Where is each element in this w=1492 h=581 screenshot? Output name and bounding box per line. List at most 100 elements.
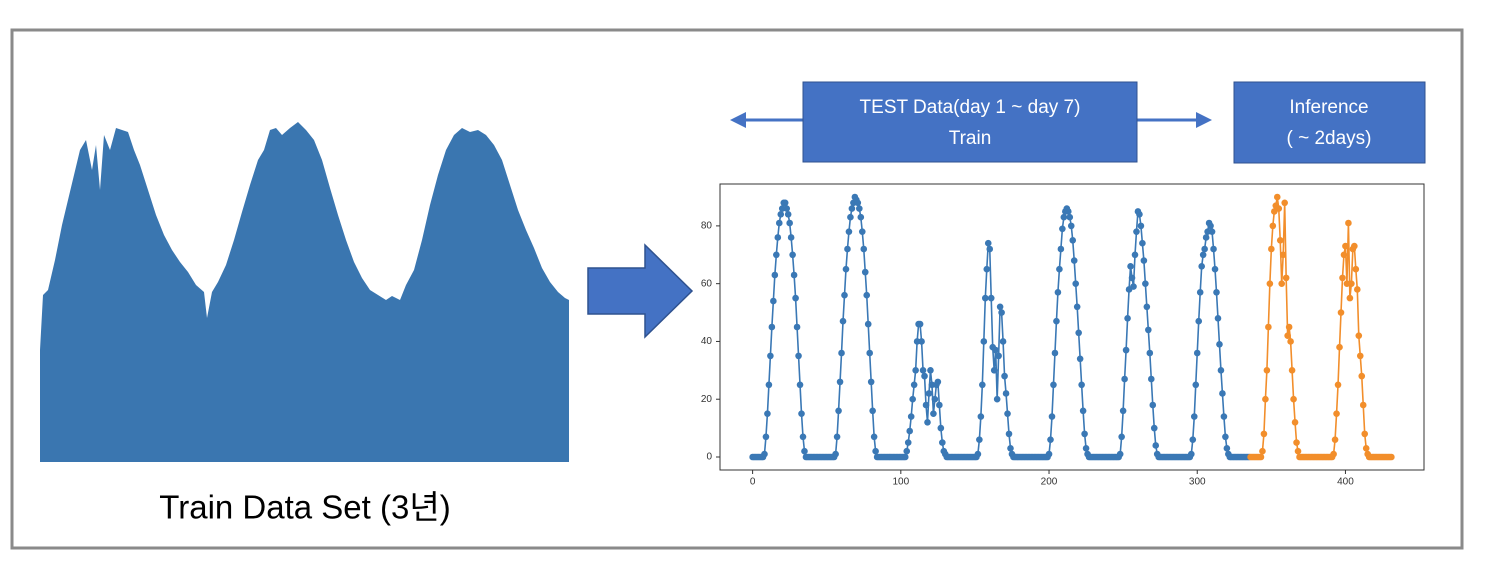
point xyxy=(845,228,853,235)
point xyxy=(1213,289,1220,296)
point xyxy=(1330,450,1337,458)
point xyxy=(863,291,871,299)
point xyxy=(795,352,802,360)
point xyxy=(1122,346,1130,354)
point xyxy=(984,239,992,247)
point xyxy=(1131,251,1139,259)
point xyxy=(1336,343,1343,351)
point xyxy=(1081,430,1088,438)
caption: Train Data Set (3년) xyxy=(159,489,450,526)
test-box-line: TEST Data(day 1 ~ day 7) xyxy=(860,97,1081,118)
point xyxy=(1057,245,1065,253)
point xyxy=(1282,274,1290,282)
point xyxy=(1219,390,1226,397)
point xyxy=(925,390,933,397)
point xyxy=(1259,447,1266,455)
point xyxy=(936,401,943,409)
point xyxy=(1128,274,1136,282)
point xyxy=(934,378,942,386)
point xyxy=(1214,315,1222,322)
point xyxy=(979,381,986,389)
point xyxy=(784,211,792,218)
point xyxy=(789,251,796,259)
point xyxy=(842,265,850,273)
point xyxy=(901,453,909,461)
point xyxy=(1342,242,1349,250)
point xyxy=(1133,228,1140,235)
point xyxy=(1355,332,1363,339)
point xyxy=(993,395,1001,403)
point xyxy=(1284,332,1291,339)
point xyxy=(1146,349,1154,357)
point xyxy=(1004,410,1011,417)
point xyxy=(995,352,1002,360)
point xyxy=(1222,433,1229,441)
point xyxy=(931,395,939,403)
point xyxy=(1201,245,1208,253)
point xyxy=(1285,323,1293,331)
point xyxy=(987,294,995,302)
point xyxy=(1269,222,1277,230)
point xyxy=(1199,251,1207,259)
point xyxy=(1070,257,1078,264)
point xyxy=(1001,372,1008,380)
point xyxy=(790,271,798,279)
point xyxy=(1334,381,1342,389)
point xyxy=(903,447,911,455)
point xyxy=(974,450,982,458)
point xyxy=(1002,390,1010,397)
point xyxy=(1143,303,1151,311)
point xyxy=(906,427,914,435)
point xyxy=(1082,445,1090,452)
point xyxy=(1275,205,1283,212)
point xyxy=(912,367,919,374)
point xyxy=(1079,407,1087,415)
point xyxy=(1073,303,1081,311)
point xyxy=(872,447,879,455)
point xyxy=(768,323,776,331)
point xyxy=(1257,453,1265,461)
point xyxy=(1189,436,1197,443)
point xyxy=(999,338,1007,345)
point xyxy=(924,419,931,426)
point xyxy=(1220,413,1228,420)
point xyxy=(1293,439,1300,446)
point xyxy=(1060,213,1068,221)
x-tick-label: 0 xyxy=(750,477,756,488)
inference-box xyxy=(1233,81,1426,164)
point xyxy=(793,323,801,331)
point xyxy=(1069,237,1077,244)
point xyxy=(1361,430,1369,438)
point xyxy=(1290,395,1297,403)
point xyxy=(1352,265,1360,273)
point xyxy=(839,317,847,325)
point xyxy=(1273,193,1281,201)
point xyxy=(870,433,878,441)
point xyxy=(854,199,862,207)
point xyxy=(783,205,790,212)
inference-box-line: ( ~ 2days) xyxy=(1286,128,1371,149)
point xyxy=(773,251,780,259)
arrow-head xyxy=(730,112,746,128)
point xyxy=(1287,338,1294,345)
point xyxy=(918,338,925,345)
point xyxy=(1190,413,1198,420)
point xyxy=(1140,257,1148,264)
point xyxy=(1265,323,1272,331)
point xyxy=(1147,375,1155,383)
point xyxy=(1281,199,1288,207)
point xyxy=(1127,263,1134,270)
y-tick-label: 80 xyxy=(701,221,713,232)
arrow-head xyxy=(1196,112,1212,128)
point xyxy=(1195,317,1203,325)
point xyxy=(1346,294,1354,302)
point xyxy=(1072,280,1080,287)
point xyxy=(1137,222,1145,230)
point xyxy=(867,378,875,386)
train-data-area xyxy=(40,122,569,462)
point xyxy=(1278,280,1286,287)
point xyxy=(976,436,983,443)
point xyxy=(762,433,770,441)
point xyxy=(1337,309,1345,316)
point xyxy=(1263,367,1271,374)
